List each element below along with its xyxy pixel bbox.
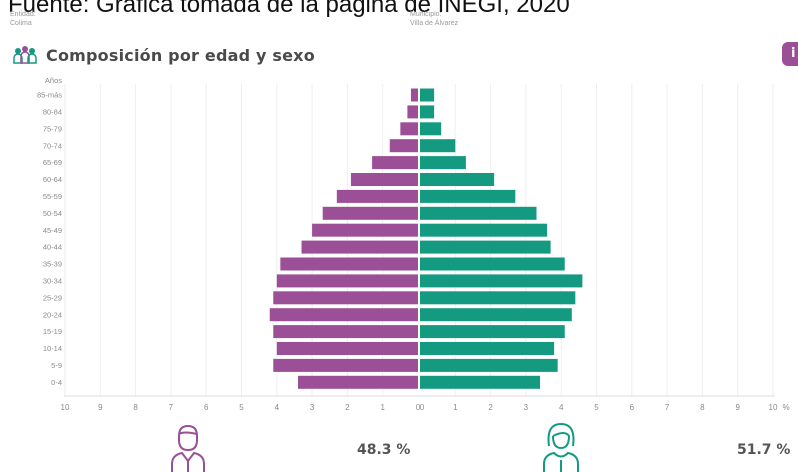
municipality-label: Municipio:	[410, 11, 442, 18]
x-tick-label: 10	[61, 403, 70, 412]
x-tick-label: 7	[169, 403, 174, 412]
male-bar	[276, 274, 418, 288]
x-tick-label: 8	[700, 403, 705, 412]
female-bar	[420, 240, 551, 254]
x-tick-label: 5	[594, 403, 599, 412]
grid-lines	[64, 84, 775, 397]
female-bar	[420, 375, 541, 389]
population-pyramid-chart: Años 85-más 80-84 75-79 70-74 65-69 60-64 55-59…	[37, 76, 790, 412]
male-bar	[269, 308, 418, 322]
female-bar	[420, 88, 435, 102]
age-group-label: 15-19	[43, 327, 62, 336]
female-bar	[420, 173, 495, 186]
info-button[interactable]: i	[782, 42, 798, 66]
female-bar	[420, 105, 435, 119]
chart-title: Composición por edad y sexo	[46, 45, 315, 65]
male-bar	[400, 122, 418, 136]
female-bar	[420, 156, 466, 170]
male-percentage: 48.3 %	[357, 442, 411, 458]
x-tick-label: 4	[275, 403, 280, 412]
man-icon	[171, 424, 205, 472]
female-bar	[420, 291, 576, 305]
x-tick-label: 6	[204, 403, 209, 412]
male-bar	[407, 105, 418, 119]
age-group-label: 35-39	[43, 260, 62, 269]
population-icon	[13, 46, 37, 64]
entity-label: Entidad:	[10, 11, 36, 18]
x-tick-label: 2	[345, 403, 350, 412]
female-bar	[420, 358, 558, 372]
axis-labels: Años 85-más 80-84 75-79 70-74 65-69 60-64 55-59…	[37, 76, 790, 412]
x-tick-label: 5	[239, 403, 244, 412]
female-bar	[420, 122, 442, 136]
age-group-label: 70-74	[43, 141, 62, 150]
x-tick-label: 4	[559, 403, 564, 412]
male-bar	[273, 291, 418, 305]
x-tick-label: 1	[453, 403, 458, 412]
male-bar	[273, 325, 418, 339]
male-bar	[410, 88, 418, 102]
age-group-label: 25-29	[43, 293, 62, 302]
age-group-label: 45-49	[43, 226, 62, 235]
male-bar	[312, 223, 418, 237]
municipality-value: Villa de Álvarez	[410, 20, 459, 27]
age-group-label: 20-24	[43, 310, 62, 319]
x-tick-label: 6	[630, 403, 635, 412]
x-tick-label: 9	[735, 403, 740, 412]
age-group-label: 5-9	[51, 361, 62, 370]
bars	[269, 88, 583, 389]
male-bar	[297, 375, 418, 389]
female-percentage: 51.7 %	[737, 442, 791, 458]
age-group-label: 50-54	[43, 209, 62, 218]
female-bar	[420, 257, 565, 271]
x-tick-label: 1	[380, 403, 385, 412]
age-group-label: 75-79	[43, 124, 62, 133]
female-bar	[420, 308, 572, 322]
male-bar	[336, 189, 418, 203]
age-group-label: 10-14	[43, 344, 62, 353]
source-note: Fuente: Gráfica tomada de la página de I…	[8, 0, 570, 18]
x-tick-label: 0	[416, 403, 421, 412]
age-group-label: 30-34	[43, 277, 62, 286]
age-group-label: 85-más	[37, 91, 62, 100]
male-bar	[280, 257, 418, 271]
female-bar	[420, 139, 456, 153]
male-bar	[276, 342, 418, 355]
age-group-label: 65-69	[43, 158, 62, 167]
x-tick-label: 10	[769, 403, 778, 412]
entity-context: Entidad: Colima	[10, 10, 36, 28]
male-bar	[322, 206, 418, 220]
entity-value: Colima	[10, 20, 32, 27]
male-bar	[350, 173, 418, 186]
age-group-label: 60-64	[43, 175, 62, 184]
female-bar	[420, 325, 565, 339]
male-bar	[301, 240, 418, 254]
age-group-label: 0-4	[51, 378, 62, 387]
x-tick-label: 3	[310, 403, 315, 412]
female-bar	[420, 206, 537, 220]
x-tick-label: 8	[133, 403, 138, 412]
x-tick-label: 2	[488, 403, 493, 412]
age-group-label: 80-84	[43, 108, 62, 117]
x-tick-label: 3	[524, 403, 529, 412]
female-bar	[420, 223, 548, 237]
female-bar	[420, 189, 516, 203]
age-group-label: 40-44	[43, 243, 62, 252]
male-bar	[372, 156, 418, 170]
x-unit-label: %	[782, 403, 789, 412]
chart-header: Composición por edad y sexo	[12, 44, 315, 66]
municipality-context: Municipio: Villa de Álvarez	[410, 10, 458, 28]
age-group-label: 55-59	[43, 192, 62, 201]
female-bar	[420, 274, 583, 288]
x-tick-label: 9	[98, 403, 103, 412]
x-tick-label: 0	[420, 403, 425, 412]
male-bar	[389, 139, 418, 153]
woman-icon	[543, 422, 579, 472]
female-bar	[420, 342, 555, 355]
y-axis-title: Años	[45, 76, 62, 85]
x-tick-label: 7	[665, 403, 670, 412]
male-bar	[273, 358, 418, 372]
